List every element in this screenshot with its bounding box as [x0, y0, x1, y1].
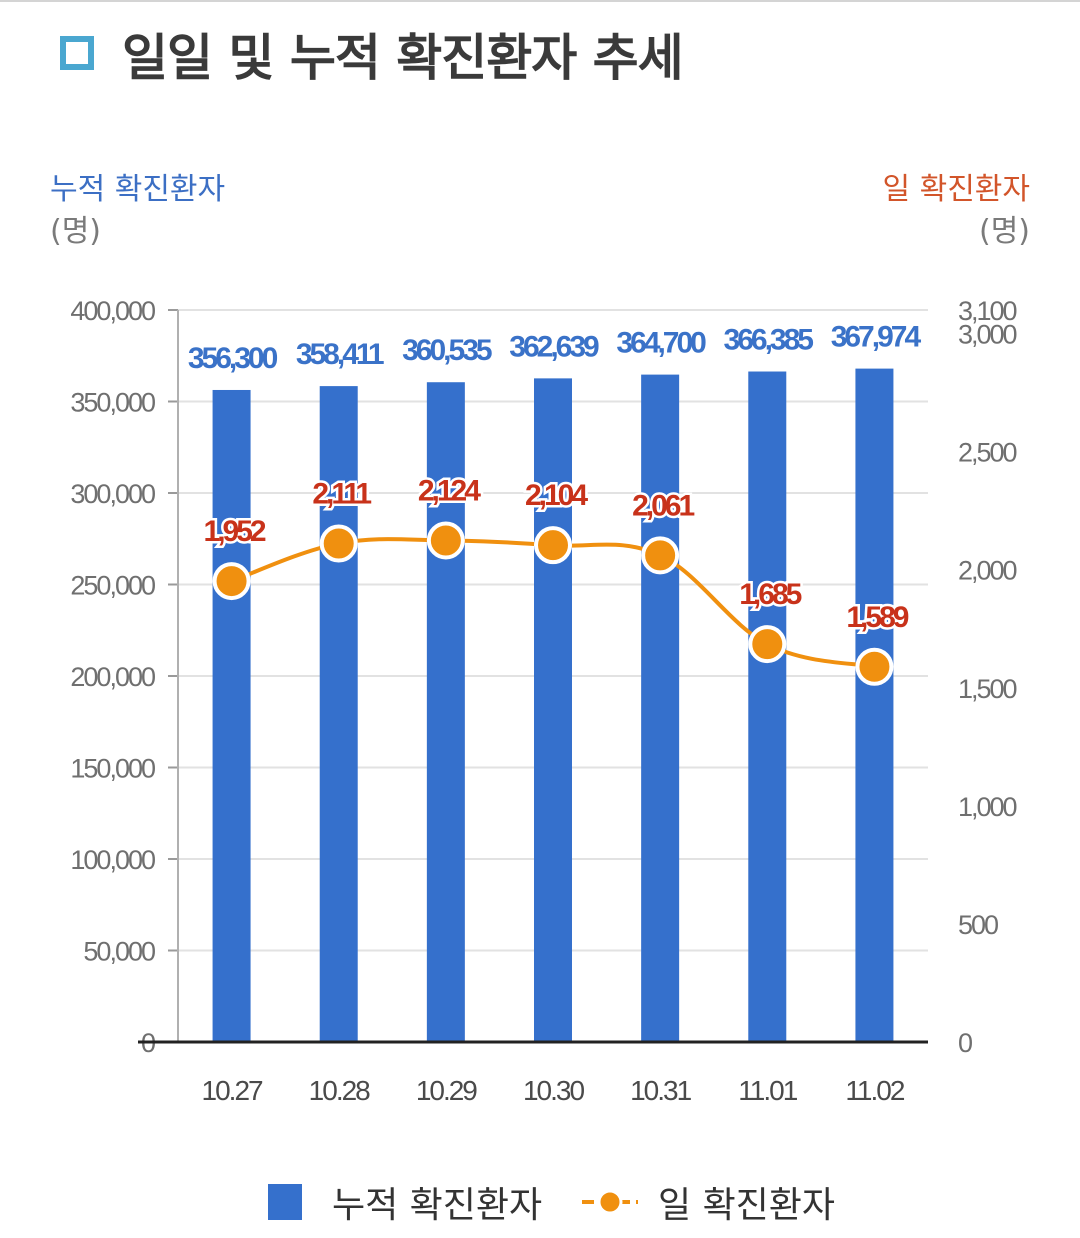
- left-axis-tick-label: 200,000: [70, 662, 155, 692]
- left-axis-tick-label: 250,000: [70, 571, 155, 601]
- bar-value-label: 358,411: [296, 338, 384, 371]
- bar: [534, 378, 572, 1043]
- chart-title: 일일 및 누적 확진환자 추세: [122, 29, 684, 87]
- right-axis-tick-label: 1,000: [958, 792, 1017, 822]
- bar-value-label: 362,639: [509, 330, 599, 363]
- bar-value-label: 366,385: [724, 324, 814, 357]
- title-marker-icon: [60, 36, 94, 70]
- right-axis-unit: (명): [978, 214, 1030, 249]
- line-value-label: 2,111: [312, 478, 371, 511]
- top-border: [0, 0, 1080, 2]
- bar: [748, 371, 787, 1042]
- left-axis-tick-label: 50,000: [83, 937, 155, 967]
- line-value-label: 1,685: [739, 578, 801, 611]
- x-axis-tick-label: 11.02: [845, 1075, 904, 1106]
- left-axis-tick-label: 100,000: [70, 845, 155, 875]
- left-axis-tick-label: 350,000: [70, 388, 155, 418]
- line-point: [319, 524, 358, 563]
- x-axis-tick-label: 11.01: [738, 1075, 797, 1106]
- line-value-label: 1,952: [204, 515, 266, 548]
- legend-line-swatch: [582, 1189, 638, 1215]
- x-axis-tick-label: 10.30: [523, 1075, 584, 1106]
- combo-chart: 0 50,000 100,000 150,000 200,000 250,000 300,0…: [70, 296, 1018, 1106]
- left-axis-title: 누적 확진환자: [50, 172, 226, 207]
- legend-bar-entry: 누적 확진환자: [268, 1180, 542, 1226]
- bar: [319, 386, 358, 1042]
- line-point: [534, 526, 572, 565]
- bar: [641, 374, 680, 1042]
- bar: [855, 368, 894, 1043]
- bar-value-label: 367,974: [831, 321, 922, 354]
- legend-line-entry: 일 확진환자: [580, 1180, 835, 1226]
- line-point: [641, 536, 680, 575]
- bar-value-label: 360,535: [402, 334, 492, 367]
- left-axis-unit: (명): [50, 214, 102, 249]
- line-point: [212, 562, 251, 601]
- bar: [212, 389, 251, 1042]
- legend-line-label: 일 확진환자: [658, 1185, 836, 1226]
- line-value-label: 2,104: [525, 479, 588, 512]
- bar-value-label: 356,300: [188, 342, 278, 375]
- x-axis-tick-label: 10.29: [416, 1075, 477, 1106]
- line-point: [748, 625, 787, 664]
- right-axis-tick-label: 2,000: [958, 556, 1017, 586]
- line-value-label: 2,061: [632, 489, 694, 522]
- left-axis-tick-label: 300,000: [70, 479, 155, 509]
- right-axis-tick-label: 1,500: [958, 674, 1017, 704]
- line-value-label: 2,124: [418, 474, 481, 507]
- bar-value-label: 364,700: [616, 327, 706, 360]
- legend-bar-swatch: [268, 1184, 302, 1220]
- line-value-label: 1,589: [846, 601, 908, 634]
- line-point: [855, 647, 894, 686]
- line-point: [426, 521, 465, 560]
- right-axis-tick-label: 0: [958, 1028, 972, 1058]
- x-axis-tick-label: 10.27: [202, 1075, 263, 1106]
- x-axis-tick-label: 10.28: [309, 1075, 370, 1106]
- legend-bar-label: 누적 확진환자: [332, 1185, 543, 1226]
- x-axis-tick-label: 10.31: [630, 1075, 691, 1106]
- right-axis-tick-label: 500: [958, 910, 998, 940]
- bar: [426, 382, 465, 1042]
- left-axis-tick-label: 150,000: [70, 754, 155, 784]
- right-axis-title: 일 확진환자: [882, 172, 1030, 207]
- left-axis-tick-label: 400,000: [70, 296, 155, 326]
- right-axis-tick-label: 3,100: [958, 296, 1017, 326]
- right-axis-tick-label: 2,500: [958, 438, 1017, 468]
- right-axis-tick-label: 3,000: [958, 320, 1017, 350]
